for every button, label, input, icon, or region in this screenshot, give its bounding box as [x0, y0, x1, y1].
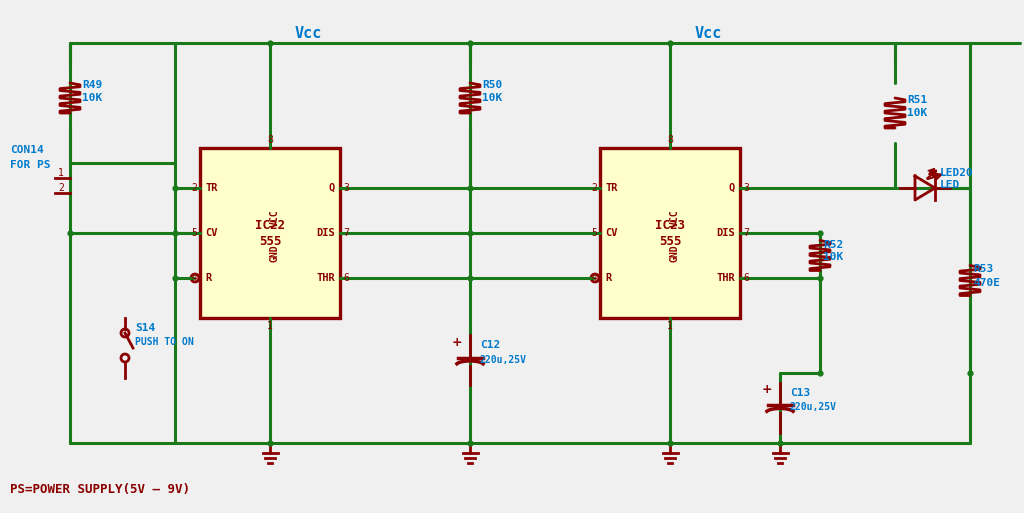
Text: LED20: LED20: [940, 168, 974, 178]
Text: 5: 5: [191, 228, 197, 238]
Text: 10K: 10K: [482, 93, 502, 103]
Text: 10K: 10K: [82, 93, 102, 103]
Text: PUSH TO ON: PUSH TO ON: [135, 337, 194, 347]
Text: 3: 3: [343, 183, 349, 193]
Text: Q: Q: [729, 183, 735, 193]
Text: Q: Q: [329, 183, 335, 193]
Text: VCC: VCC: [670, 209, 680, 227]
Text: 10K: 10K: [823, 252, 843, 263]
Text: C13: C13: [790, 388, 810, 398]
Text: S14: S14: [135, 323, 156, 333]
Text: R51: R51: [907, 95, 928, 105]
Text: VCC: VCC: [270, 209, 280, 227]
Text: DIS: DIS: [716, 228, 735, 238]
Text: LED: LED: [940, 180, 961, 190]
Text: 7: 7: [743, 228, 749, 238]
Text: PS=POWER SUPPLY(5V – 9V): PS=POWER SUPPLY(5V – 9V): [10, 483, 190, 496]
Text: 1: 1: [267, 321, 273, 331]
Text: R50: R50: [482, 80, 502, 90]
Text: R52: R52: [823, 240, 843, 249]
FancyBboxPatch shape: [200, 148, 340, 318]
Text: IC22: IC22: [255, 219, 285, 231]
Text: 1: 1: [58, 168, 63, 178]
Text: 4: 4: [591, 273, 597, 283]
Text: 8: 8: [267, 135, 273, 145]
Text: 8: 8: [667, 135, 673, 145]
Text: THR: THR: [316, 273, 335, 283]
Text: 2: 2: [591, 183, 597, 193]
Text: +: +: [452, 336, 463, 348]
Text: FOR PS: FOR PS: [10, 160, 50, 170]
Text: R: R: [605, 273, 611, 283]
Text: +: +: [762, 383, 773, 396]
Text: R49: R49: [82, 80, 102, 90]
FancyBboxPatch shape: [600, 148, 740, 318]
Text: TR: TR: [205, 183, 217, 193]
Text: 2: 2: [191, 183, 197, 193]
Text: 1: 1: [667, 321, 673, 331]
Text: 2: 2: [58, 183, 63, 193]
Text: GND: GND: [670, 244, 680, 262]
Text: 220u,25V: 220u,25V: [790, 402, 837, 412]
Text: THR: THR: [716, 273, 735, 283]
Text: CON14: CON14: [10, 145, 44, 155]
Text: 4: 4: [191, 273, 197, 283]
Text: 10K: 10K: [907, 108, 928, 118]
Text: 470E: 470E: [973, 278, 1000, 287]
Text: GND: GND: [270, 244, 280, 262]
Text: 6: 6: [743, 273, 749, 283]
Text: 6: 6: [343, 273, 349, 283]
Text: R53: R53: [973, 265, 993, 274]
Text: 220u,25V: 220u,25V: [480, 354, 527, 365]
Text: 555: 555: [259, 234, 282, 247]
Text: C12: C12: [480, 341, 501, 350]
Text: 5: 5: [591, 228, 597, 238]
Text: IC23: IC23: [655, 219, 685, 231]
Text: Vcc: Vcc: [295, 26, 323, 41]
Text: 555: 555: [658, 234, 681, 247]
Text: 3: 3: [743, 183, 749, 193]
Text: 7: 7: [343, 228, 349, 238]
Text: TR: TR: [605, 183, 617, 193]
Text: R: R: [205, 273, 211, 283]
Text: CV: CV: [605, 228, 617, 238]
Text: Vcc: Vcc: [695, 26, 722, 41]
Text: CV: CV: [205, 228, 217, 238]
Text: DIS: DIS: [316, 228, 335, 238]
